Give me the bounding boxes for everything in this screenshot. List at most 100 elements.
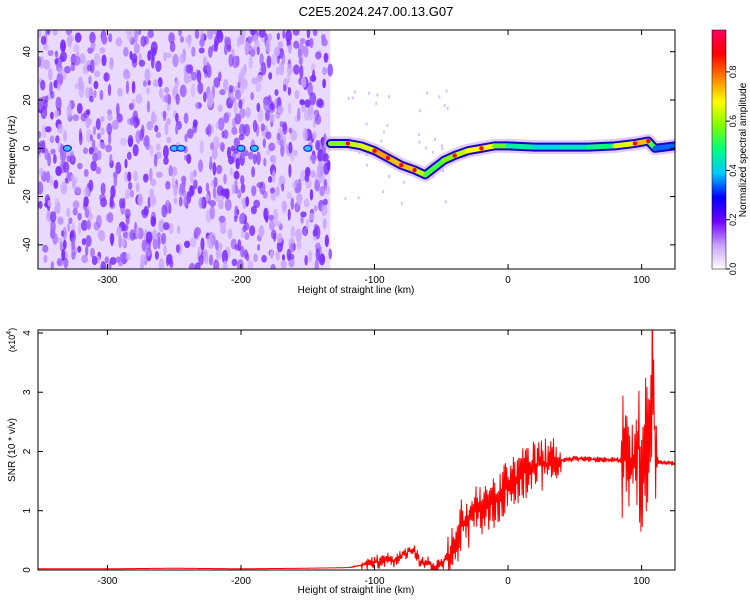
noise-blob (211, 44, 218, 52)
noise-blob (116, 226, 122, 235)
noise-blob (165, 180, 171, 190)
sparse-speck (445, 89, 448, 93)
noise-blob (213, 176, 218, 188)
noise-blob (204, 255, 209, 265)
noise-blob (238, 74, 243, 86)
sparse-speck (442, 169, 445, 173)
noise-blob (166, 103, 171, 112)
noise-blob (219, 242, 223, 251)
noise-blob (226, 146, 232, 160)
noise-blob (168, 222, 174, 235)
noise-blob (106, 122, 113, 135)
noise-blob (240, 67, 247, 76)
noise-blob (78, 222, 82, 235)
noise-blob (303, 109, 310, 121)
noise-blob (153, 153, 158, 168)
noise-blob (257, 109, 264, 123)
noise-blob (161, 204, 168, 218)
noise-blob (256, 74, 263, 82)
noise-blob (194, 226, 202, 236)
noise-blob (265, 131, 272, 140)
signal-peak (646, 138, 651, 144)
noise-blob (234, 205, 239, 219)
noise-blob (175, 79, 179, 88)
noise-blob (66, 155, 72, 163)
noise-blob (52, 30, 58, 36)
noise-blob (317, 170, 321, 178)
noise-blob (184, 133, 188, 143)
noise-blob (316, 97, 323, 107)
noise-blob (217, 104, 223, 113)
y-tick-label: 2 (22, 448, 33, 454)
noise-blob (314, 205, 318, 212)
noise-blob (276, 32, 280, 41)
noise-blob (89, 95, 94, 103)
sparse-speck (417, 132, 420, 136)
noise-blob (183, 72, 190, 84)
sparse-speck (403, 180, 406, 184)
noise-blob (88, 213, 94, 221)
noise-blob (231, 55, 239, 69)
noise-blob (38, 181, 44, 195)
noise-blob (304, 173, 310, 183)
noise-blob (288, 163, 292, 178)
signal-segment (385, 155, 404, 168)
noise-blob (253, 199, 261, 209)
noise-blob (243, 123, 251, 137)
noise-blob (202, 56, 208, 67)
noise-blob (109, 194, 114, 208)
noise-blob (304, 254, 308, 266)
noise-blob (41, 124, 47, 139)
noise-blob (52, 153, 57, 164)
noise-blob (280, 260, 287, 269)
y-tick-label: 0 (22, 567, 33, 573)
noise-blob (133, 43, 140, 54)
noise-blob (72, 114, 80, 122)
snr-marks (38, 330, 675, 570)
signal-peak (479, 146, 484, 151)
y-tick-label: -20 (22, 189, 33, 204)
sparse-speck (426, 91, 429, 95)
noise-blob (208, 46, 213, 58)
noise-blob (94, 146, 99, 157)
sparse-speck (440, 144, 443, 148)
noise-blob (124, 158, 128, 169)
noise-blob (252, 153, 257, 165)
noise-blob (281, 183, 285, 192)
sparse-speck (388, 174, 391, 178)
noise-blob (179, 53, 186, 64)
noise-blob (219, 141, 225, 152)
noise-blob (214, 239, 219, 251)
noise-blob (124, 171, 129, 183)
noise-blob (222, 260, 228, 269)
noise-blob (146, 100, 151, 113)
noise-blob (153, 79, 159, 88)
x-tick-label: -300 (97, 576, 117, 587)
noise-blob (150, 113, 158, 126)
noise-blob (194, 30, 200, 39)
noise-blob (288, 141, 293, 154)
noise-blob (115, 256, 121, 263)
noise-blob (300, 104, 306, 113)
noise-blob (54, 50, 59, 58)
noise-blob (128, 102, 134, 111)
snr-scale-exp: 4 (6, 331, 13, 335)
sparse-speck (441, 147, 444, 151)
noise-blob (307, 82, 313, 97)
sparse-speck (444, 200, 447, 204)
noise-blob (252, 33, 259, 44)
spectrogram-marks (38, 30, 675, 269)
noise-blob (249, 225, 256, 237)
noise-blob (100, 182, 106, 196)
noise-blob (288, 102, 292, 115)
noise-blob (129, 50, 133, 60)
noise-blob (134, 30, 138, 44)
noise-blob (218, 199, 224, 210)
noise-blob (213, 259, 220, 269)
noise-blob (130, 116, 134, 126)
x-tick-label: 100 (633, 576, 650, 587)
noise-line-dot (62, 144, 72, 152)
noise-blob (113, 173, 118, 188)
noise-blob (198, 47, 205, 54)
colorbar-tick-label: 0.8 (728, 66, 738, 79)
